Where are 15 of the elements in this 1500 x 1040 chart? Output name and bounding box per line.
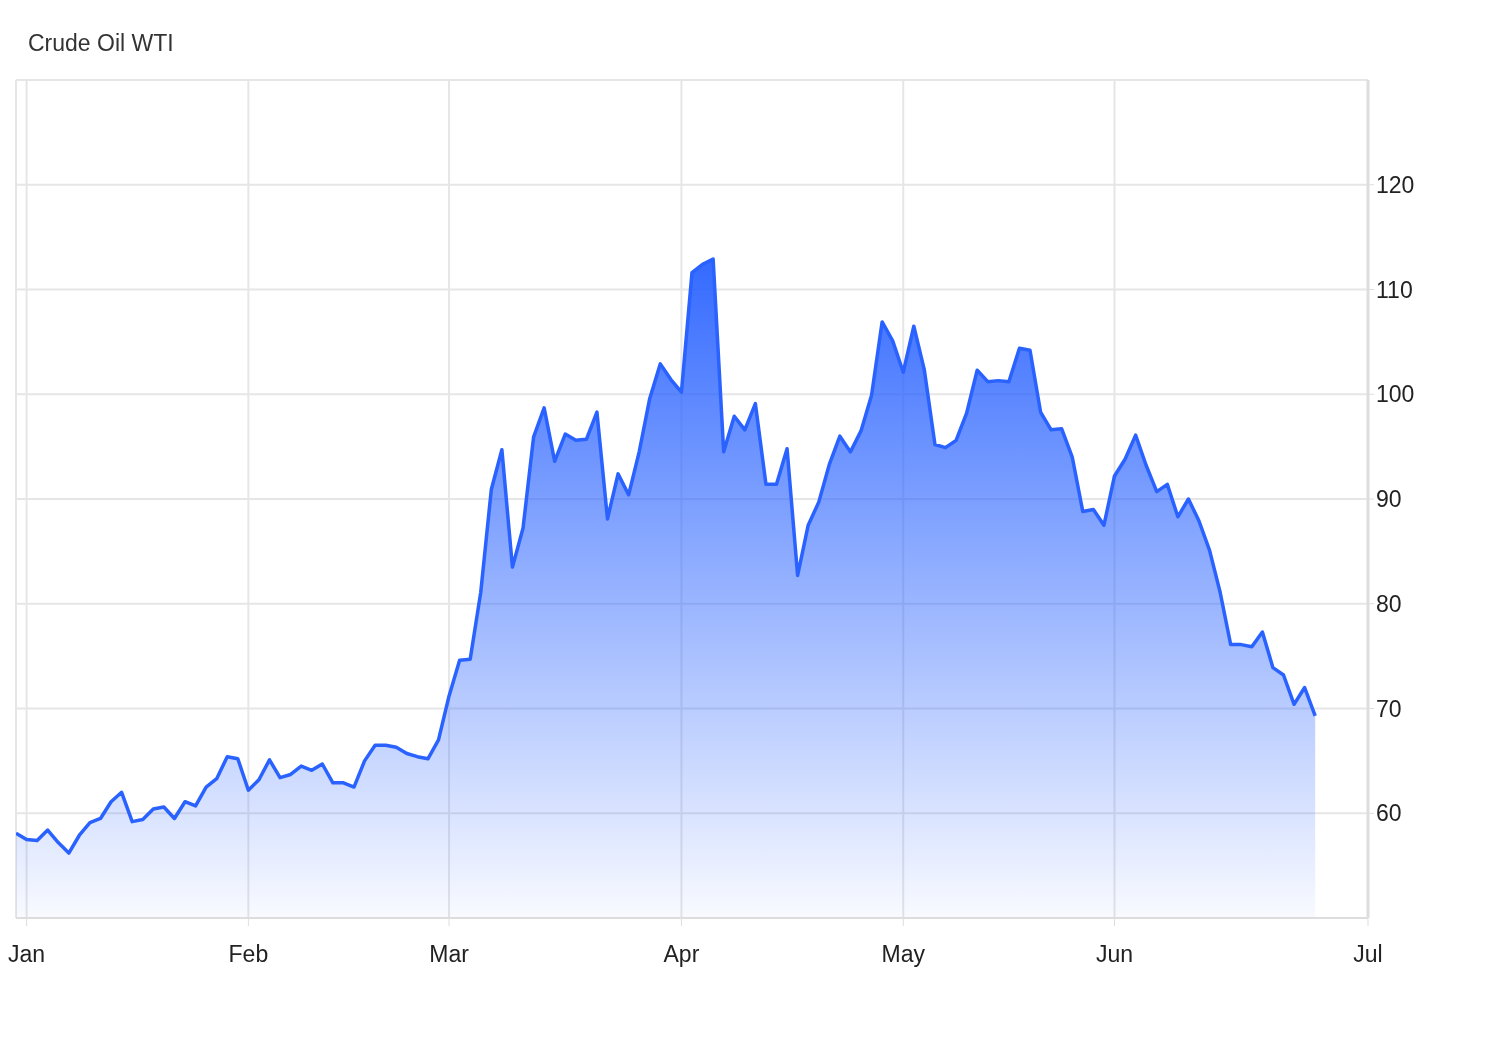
y-tick-label: 120 — [1376, 171, 1415, 198]
x-tick-label: Mar — [429, 941, 470, 968]
x-tick-label: Jul — [1353, 941, 1383, 968]
x-tick-label: Feb — [228, 941, 269, 968]
x-tick-label: Apr — [663, 941, 700, 968]
y-tick-label: 110 — [1376, 276, 1413, 303]
x-tick-label: Jun — [1095, 941, 1134, 968]
y-tick-label: 100 — [1376, 381, 1415, 408]
y-tick-label: 60 — [1376, 800, 1402, 827]
x-tick-label: Jan — [8, 941, 46, 968]
y-tick-label: 80 — [1376, 590, 1402, 617]
y-tick-label: 90 — [1376, 486, 1402, 513]
y-tick-label: 70 — [1376, 695, 1402, 722]
chart-title: Crude Oil WTI — [28, 30, 174, 57]
x-tick-label: May — [881, 941, 926, 968]
